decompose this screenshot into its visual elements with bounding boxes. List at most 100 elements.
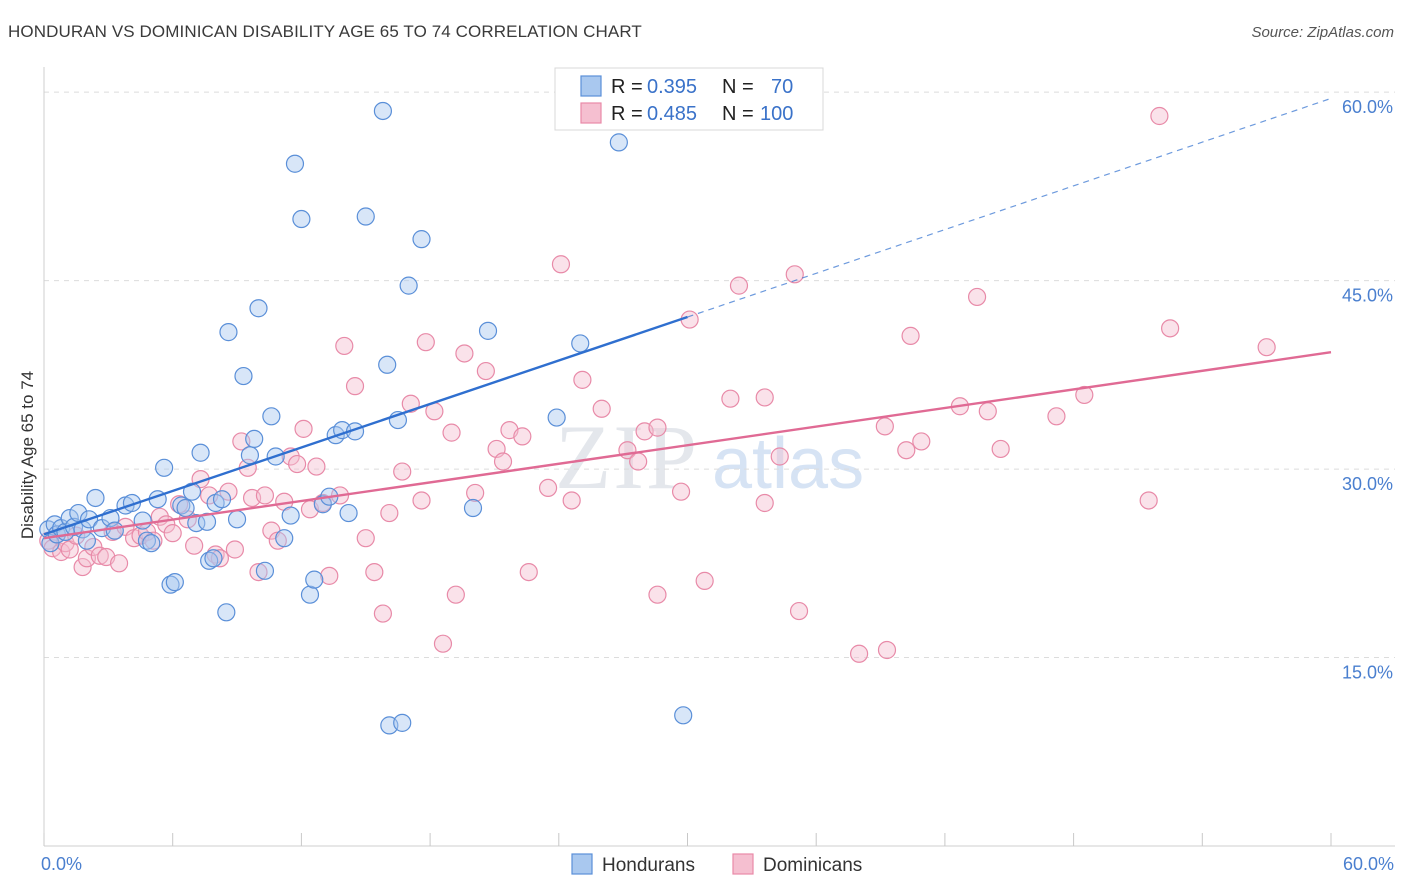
watermark-atlas: atlas — [712, 424, 864, 504]
y-tick-label: 60.0% — [1342, 97, 1393, 117]
dominican-point — [648, 585, 667, 604]
honduran-point — [212, 490, 232, 509]
dominican-point — [210, 549, 229, 568]
dominican-point — [225, 540, 245, 559]
dominican-point — [393, 462, 412, 481]
honduran-point — [133, 511, 152, 530]
y-axis-tick-labels: 15.0% 30.0% 45.0% 60.0% — [1342, 97, 1393, 682]
honduran-point — [373, 101, 393, 121]
honduran-point — [305, 570, 324, 589]
honduran-point — [204, 549, 223, 568]
legend-dominican-n-value: 100 — [760, 103, 793, 125]
honduran-trend-line — [43, 315, 688, 536]
dominican-point — [1257, 338, 1276, 357]
dominican-point — [356, 529, 375, 548]
honduran-point — [356, 207, 375, 226]
honduran-point — [281, 506, 300, 525]
dominican-points — [39, 106, 1276, 663]
dominican-point — [476, 361, 495, 381]
dominican-point — [163, 524, 182, 543]
dominican-point — [73, 557, 92, 577]
source-credit: Source: ZipAtlas.com — [1251, 24, 1394, 41]
dominican-point — [875, 417, 894, 436]
dominican-point — [1075, 385, 1094, 405]
series-legend-dominican-swatch — [732, 853, 754, 875]
dominican-point — [629, 452, 648, 471]
honduran-point — [249, 299, 268, 318]
dominican-point — [320, 566, 339, 585]
dominican-point — [849, 644, 869, 663]
legend-honduran-r-label: R = — [611, 76, 643, 98]
honduran-point — [292, 209, 311, 229]
dominican-point — [770, 447, 789, 466]
y-tick-label: 15.0% — [1342, 663, 1393, 683]
dominican-point — [365, 562, 384, 582]
honduran-trend-extension — [687, 97, 1332, 318]
honduran-point — [478, 321, 498, 340]
chart-title: HONDURAN VS DOMINICAN DISABILITY AGE 65 … — [8, 22, 642, 41]
dominican-point — [380, 503, 399, 523]
dominican-point — [294, 419, 313, 438]
legend-dominican-r-label: R = — [611, 103, 643, 125]
honduran-point — [155, 458, 174, 477]
dominican-point — [307, 457, 326, 476]
series-legend-honduran-swatch — [571, 853, 593, 875]
legend-honduran-swatch — [580, 75, 602, 97]
honduran-point — [217, 603, 236, 622]
dominican-point — [695, 571, 714, 590]
dominican-point — [1047, 407, 1066, 426]
dominican-point — [755, 493, 774, 513]
dominican-point — [785, 265, 804, 284]
dominican-point — [185, 536, 204, 555]
dominican-point — [897, 441, 916, 460]
dominican-point — [433, 634, 453, 653]
dominican-point — [912, 432, 931, 451]
legend-dominican-swatch — [580, 102, 602, 124]
dominican-point — [255, 486, 275, 505]
honduran-point — [285, 154, 305, 173]
legend-honduran-r-value: 0.395 — [647, 76, 697, 98]
honduran-point — [262, 407, 281, 426]
dominican-point — [90, 546, 109, 565]
legend-honduran-n-value: 70 — [771, 76, 793, 98]
honduran-point — [412, 230, 431, 249]
legend-dominican-r-value: 0.485 — [647, 103, 697, 125]
dominican-point — [901, 326, 920, 345]
dominican-point — [551, 255, 571, 274]
honduran-point — [227, 510, 247, 529]
dominican-point — [109, 554, 129, 573]
correlation-legend: R = 0.395 N = 70 R = 0.485 N = 100 — [554, 67, 824, 131]
dominican-point — [877, 640, 897, 660]
honduran-point — [245, 429, 264, 449]
watermark-zip: ZIP — [555, 406, 699, 508]
dominican-point — [442, 423, 461, 442]
dominican-point — [1139, 491, 1158, 510]
honduran-point — [191, 443, 210, 462]
dominican-trend-line — [43, 351, 1332, 540]
honduran-point — [393, 713, 412, 732]
y-axis-title: Disability Age 65 to 74 — [18, 371, 37, 539]
dominican-point — [991, 439, 1010, 459]
series-legend-dominican-label: Dominicans — [763, 855, 862, 876]
series-legend-honduran-label: Hondurans — [602, 855, 695, 876]
legend-dominican-n-label: N = — [722, 103, 754, 125]
honduran-point — [313, 495, 332, 514]
honduran-point — [165, 573, 184, 592]
legend-honduran-n-label: N = — [722, 76, 754, 98]
dominican-point — [592, 399, 611, 418]
dominican-point — [446, 585, 465, 604]
dominican-point — [573, 370, 592, 389]
honduran-point — [463, 498, 483, 518]
honduran-point — [255, 561, 275, 580]
honduran-point — [176, 498, 195, 518]
dominican-point — [755, 388, 774, 407]
dominican-point — [789, 601, 809, 621]
honduran-point — [197, 512, 217, 531]
trend-lines — [43, 97, 1332, 540]
dominican-point — [729, 276, 749, 295]
dominican-point — [345, 377, 365, 396]
honduran-point — [86, 488, 105, 508]
honduran-point — [674, 706, 693, 725]
dominican-point — [671, 482, 691, 501]
honduran-point — [571, 334, 590, 353]
